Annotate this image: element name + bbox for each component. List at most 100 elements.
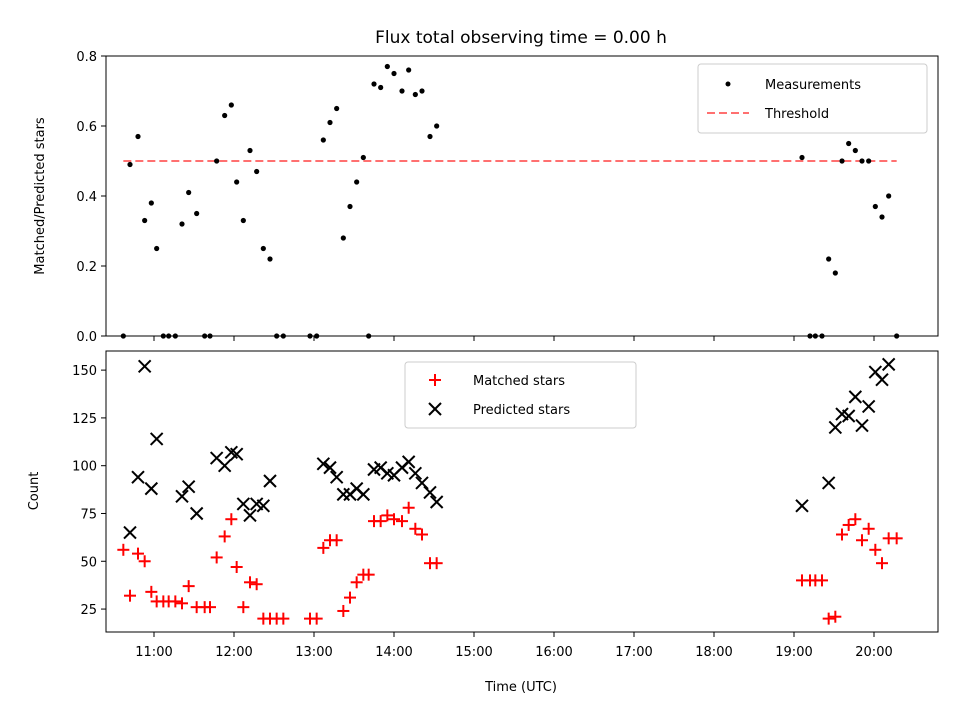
predicted-star-point (848, 390, 863, 404)
matched-star-point (330, 534, 343, 547)
top-y-tick-label: 0.4 (76, 190, 97, 205)
measurement-point (347, 203, 353, 210)
legend-marker-matched-stars (429, 374, 441, 386)
bottom-y-tick-label: 75 (80, 507, 97, 522)
measurement-point (334, 105, 340, 112)
predicted-star-point (861, 399, 876, 414)
measurement-point (222, 112, 228, 119)
x-tick-label: 13:00 (295, 645, 332, 660)
predicted-star-point (243, 508, 257, 523)
legend-marker-predicted-stars (428, 402, 442, 416)
measurement-point (148, 200, 154, 206)
predicted-star-point (236, 497, 251, 511)
bottom-y-tick-label: 25 (80, 603, 97, 618)
top-axis-ticks: 0.0 0.2 0.4 0.6 0.8 (76, 50, 875, 345)
measurement-point (340, 235, 346, 241)
top-panel: 0.00.20.40.60.8 Matched/Predicted stars … (33, 50, 939, 345)
matched-star-point (416, 528, 428, 541)
matched-star-point (250, 578, 263, 591)
predicted-star-point (189, 506, 204, 521)
top-legend: Measurements Threshold (697, 63, 928, 134)
top-legend-box (697, 63, 928, 134)
legend-marker-measurements (725, 81, 731, 87)
measurement-point (859, 158, 865, 164)
measurement-point (879, 214, 885, 220)
predicted-star-point (881, 357, 896, 372)
matched-star-point (350, 576, 363, 589)
matched-star-point (402, 501, 415, 514)
matched-star-point (225, 513, 238, 526)
matched-star-point (337, 604, 350, 617)
predicted-star-point (875, 372, 889, 387)
predicted-star-point (229, 447, 244, 461)
measurement-point (419, 88, 425, 94)
bottom-axes-frame (105, 350, 939, 633)
matched-star-point (836, 528, 848, 541)
bottom-plot-marks (117, 357, 903, 625)
matched-star-point (218, 530, 231, 543)
matched-star-point (396, 515, 408, 528)
measurement-point (384, 63, 390, 70)
bottom-legend: Matched stars Predicted stars (404, 361, 637, 429)
top-axes-frame (105, 55, 939, 337)
predicted-star-point (256, 499, 271, 513)
measurement-point (852, 147, 858, 154)
measurement-point (799, 154, 805, 161)
x-tick-label: 16:00 (535, 645, 572, 660)
x-tick-label: 20:00 (855, 645, 892, 660)
x-tick-label: 15:00 (455, 645, 492, 660)
matched-star-point (388, 513, 400, 526)
measurement-point (371, 81, 377, 87)
legend-label-matched-stars: Matched stars (473, 374, 565, 389)
bottom-axis-ticks: 25 50 75 100 125 150 11:00 12:00 13:00 14:00 15:00… (72, 364, 893, 660)
matched-star-point (138, 555, 151, 568)
matched-star-point (816, 574, 828, 587)
matched-star-point (210, 551, 223, 564)
measurement-point (186, 189, 192, 196)
predicted-star-point (316, 457, 331, 471)
measurement-point (327, 119, 333, 126)
measurement-point (179, 221, 185, 227)
bottom-y-axis-label: Count (27, 472, 42, 511)
matched-star-point (344, 591, 356, 604)
top-y-tick-label: 0.0 (76, 330, 97, 345)
predicted-star-point (401, 455, 416, 469)
matched-star-point (409, 522, 422, 535)
matched-star-point (204, 601, 216, 614)
matched-star-point (182, 580, 195, 593)
measurement-point (832, 270, 838, 276)
measurement-point (378, 84, 384, 91)
matched-star-point (842, 518, 855, 531)
measurement-point (194, 210, 200, 217)
predicted-star-point (415, 476, 429, 490)
predicted-star-point (429, 495, 444, 509)
measurement-point (228, 102, 234, 108)
top-y-tick-label: 0.6 (76, 120, 97, 135)
legend-label-predicted-stars: Predicted stars (473, 403, 570, 418)
matched-star-point (890, 532, 903, 545)
matched-star-point (117, 543, 130, 556)
measurement-point (846, 140, 852, 147)
bottom-panel: 25 50 75 100 125 150 11:00 12:00 13:00 14:00 15:00… (27, 350, 939, 695)
predicted-star-point (263, 474, 277, 488)
predicted-star-point (828, 420, 843, 435)
measurement-point (412, 91, 418, 98)
top-y-tick-label: 0.8 (76, 50, 97, 65)
x-tick-label: 17:00 (615, 645, 652, 660)
measurement-point (872, 203, 878, 210)
measurement-point (234, 179, 240, 185)
predicted-star-point (149, 432, 164, 446)
bottom-legend-box (404, 361, 637, 429)
measurement-point (127, 161, 133, 168)
predicted-star-point (795, 499, 809, 513)
x-tick-label: 14:00 (375, 645, 412, 660)
matched-star-point (317, 541, 330, 554)
chart-title: Flux total observing time = 0.00 h (375, 28, 667, 48)
predicted-star-point (175, 489, 189, 503)
x-tick-label: 18:00 (695, 645, 732, 660)
predicted-star-point (841, 409, 856, 423)
predicted-star-point (123, 525, 137, 540)
measurement-point (267, 256, 273, 262)
legend-label-measurements: Measurements (765, 78, 861, 93)
